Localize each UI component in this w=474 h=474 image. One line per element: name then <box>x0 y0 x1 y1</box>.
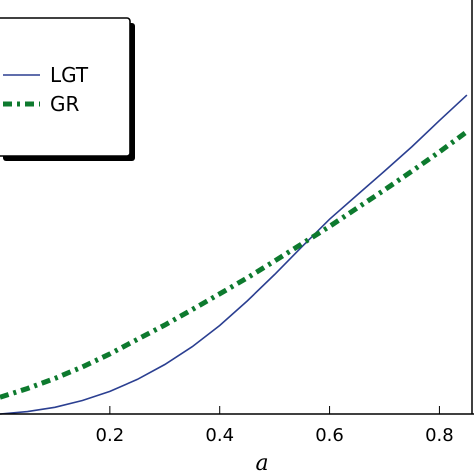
series-line-lgt <box>0 94 468 415</box>
x-tick-label: 0.6 <box>315 425 344 446</box>
legend: LGT GR <box>0 17 135 161</box>
x-ticks: 0.2 0.4 0.6 0.8 <box>96 406 454 446</box>
series-line-gr <box>0 129 469 400</box>
x-tick-label: 0.4 <box>205 425 234 446</box>
x-tick-label: 0.2 <box>96 425 125 446</box>
x-tick-label: 0.8 <box>425 425 454 446</box>
legend-label-gr: GR <box>50 92 79 116</box>
legend-label-lgt: LGT <box>50 63 89 87</box>
plot-lines <box>0 94 469 415</box>
legend-box <box>0 17 131 157</box>
axes <box>0 0 474 415</box>
x-axis-label: a <box>255 451 268 474</box>
